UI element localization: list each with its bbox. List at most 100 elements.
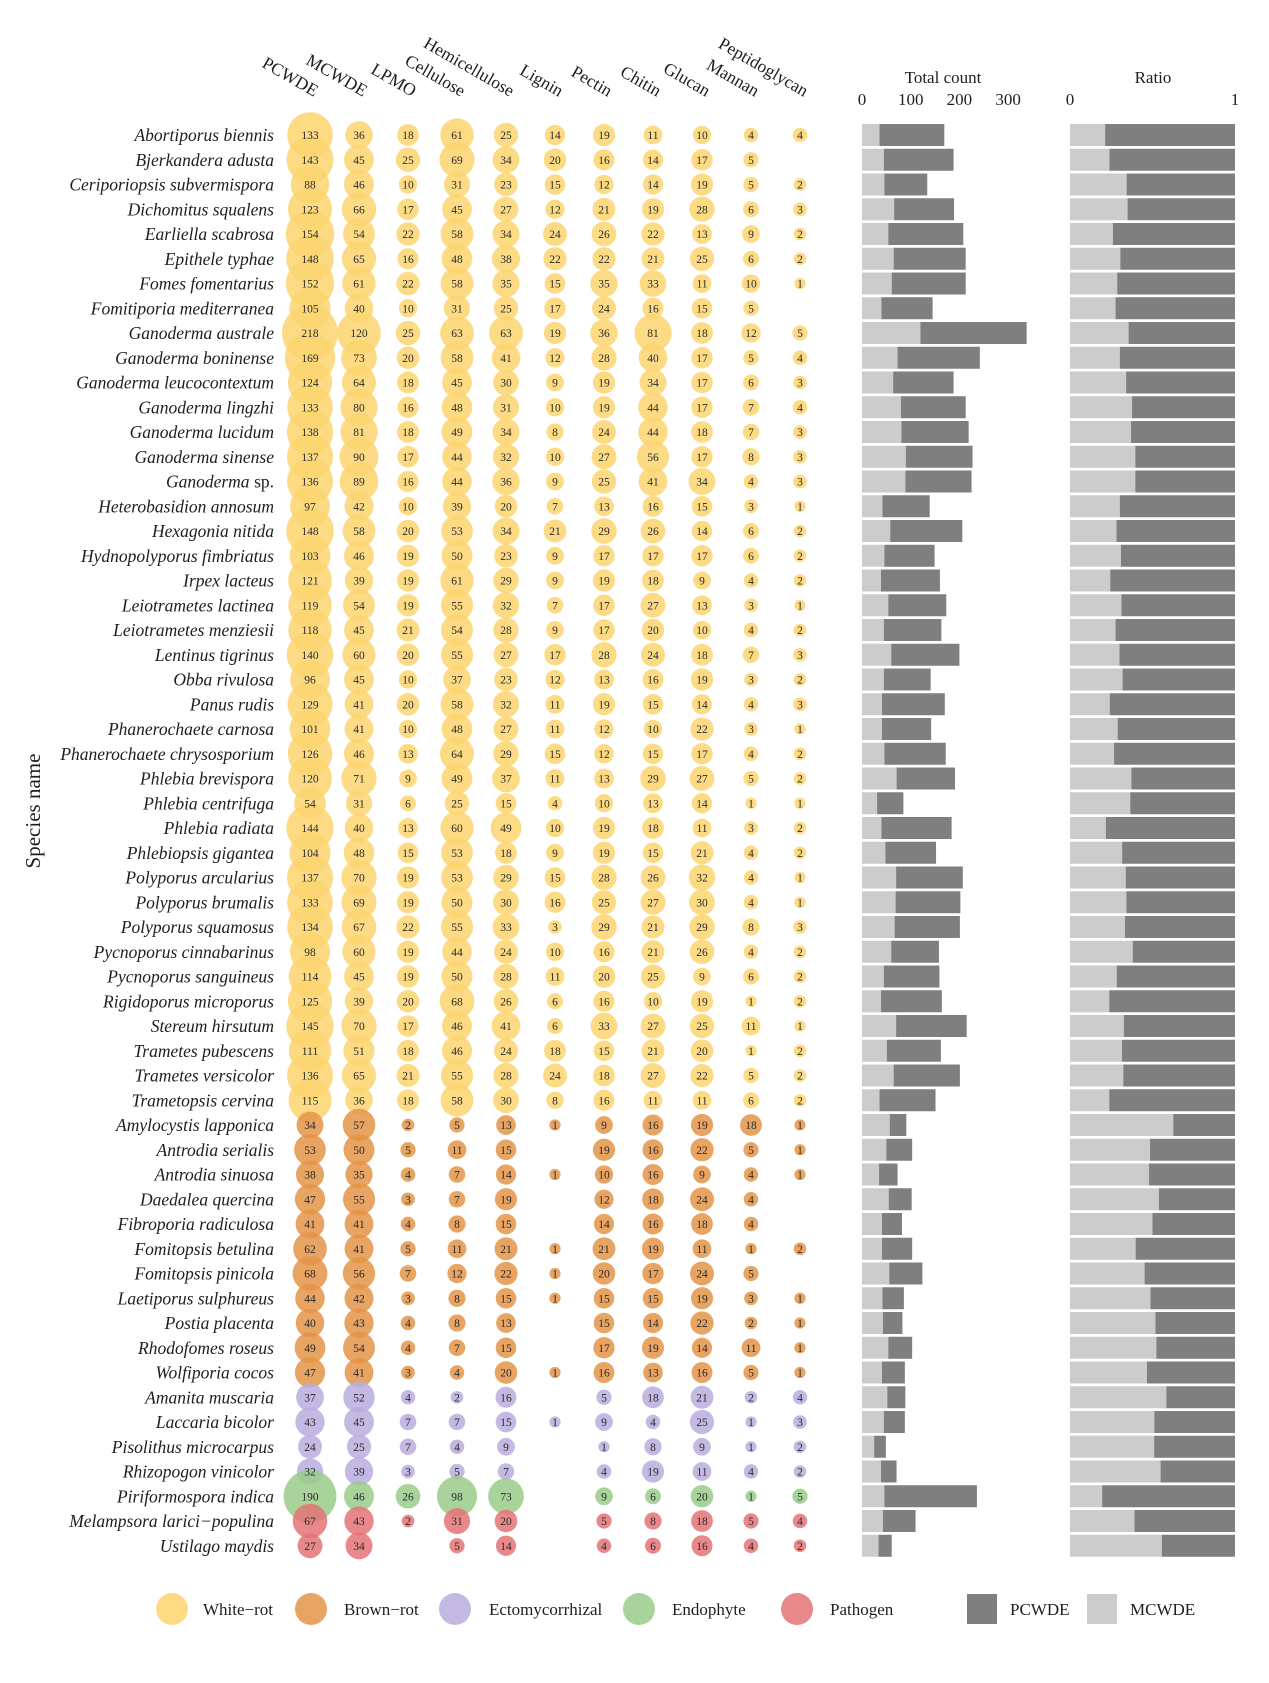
bubble	[398, 743, 418, 764]
bubble-value-label: 13	[647, 1368, 659, 1380]
species-label: Rhodofomes roseus	[137, 1338, 274, 1358]
ratio-bar-pcwde	[1119, 643, 1235, 666]
bubble-value-label: 169	[301, 353, 319, 365]
bubble-value-label: 18	[402, 1046, 414, 1058]
bubble-value-label: 19	[598, 848, 610, 860]
bubble	[440, 736, 474, 771]
ratio-bar-mcwde	[1070, 1188, 1159, 1211]
bubble	[295, 1283, 325, 1314]
bubble-value-label: 18	[647, 576, 659, 588]
bubble-value-label: 9	[552, 551, 558, 563]
bubble	[548, 920, 562, 934]
bubble-value-label: 43	[353, 1516, 365, 1528]
bubble-value-label: 25	[451, 798, 463, 810]
bubble	[634, 314, 672, 352]
bubble	[398, 670, 418, 689]
bubble	[690, 668, 714, 691]
bubble-value-label: 4	[405, 1343, 411, 1355]
bubble	[341, 884, 377, 920]
bubble-value-label: 42	[353, 501, 365, 513]
bubble-value-label: 10	[696, 130, 708, 142]
bubble-value-label: 44	[304, 1293, 316, 1305]
bubble-value-label: 41	[353, 724, 365, 736]
ratio-bar-pcwde	[1119, 346, 1235, 369]
bubble	[642, 149, 664, 170]
bubble	[645, 1488, 661, 1505]
legend: White−rot Brown−rot Ectomycorrhizal Endo…	[156, 1593, 1195, 1625]
ratio-bar-pcwde	[1115, 297, 1235, 320]
bubble	[591, 864, 617, 891]
bubble-value-label: 7	[748, 650, 754, 662]
bubble	[594, 174, 614, 195]
bubble	[744, 821, 758, 835]
bubble-value-label: 3	[748, 1293, 754, 1305]
bubble	[448, 1166, 466, 1183]
species-label: Stereum hirsutum	[151, 1016, 274, 1036]
bubble	[641, 247, 665, 271]
bubble-value-label: 15	[402, 848, 414, 860]
ratio-bar-mcwde	[1070, 1237, 1136, 1260]
bubble-value-label: 4	[748, 1219, 754, 1231]
bubble	[691, 396, 713, 418]
bubble	[743, 474, 759, 489]
total-bar-pcwde	[881, 1213, 902, 1235]
bubble	[690, 1287, 714, 1310]
bubble-value-label: 34	[353, 1541, 365, 1553]
total-bar-pcwde	[894, 198, 955, 221]
bubble	[440, 563, 474, 598]
bubble-value-label: 10	[647, 724, 659, 736]
bubble	[546, 423, 564, 441]
bubble	[743, 1092, 759, 1109]
bubble	[793, 227, 807, 241]
species-label: Ganoderma sp.	[166, 472, 274, 492]
ratio-bar-mcwde	[1070, 1064, 1124, 1087]
bubble	[549, 1119, 561, 1131]
bubble-value-label: 10	[647, 996, 659, 1008]
ratio-bar-pcwde	[1135, 1237, 1235, 1260]
bubble-value-label: 7	[552, 600, 558, 612]
bubble-value-label: 58	[353, 526, 365, 538]
ratio-bar-pcwde	[1135, 470, 1235, 493]
bubble-value-label: 64	[451, 749, 463, 761]
bubble	[345, 121, 373, 149]
bubble-value-label: 16	[696, 1368, 708, 1380]
bubble-value-label: 13	[598, 675, 610, 687]
bubble	[401, 1365, 415, 1380]
ratio-bar-mcwde	[1070, 1262, 1145, 1285]
bubble	[794, 1168, 806, 1181]
bubble-value-label: 18	[500, 848, 512, 860]
bubble-value-label: 27	[647, 600, 659, 612]
bubble-value-label: 50	[451, 972, 463, 984]
total-bar-pcwde	[887, 1386, 906, 1409]
bubble-value-label: 7	[748, 402, 754, 414]
bubble-value-label: 115	[302, 1095, 319, 1107]
bubble	[793, 970, 807, 983]
bubble	[343, 218, 375, 250]
bubble-value-label: 19	[402, 576, 414, 588]
total-bar-pcwde	[880, 569, 940, 592]
bubble-value-label: 60	[353, 650, 365, 662]
total-bar-pcwde	[891, 940, 939, 963]
bubble	[641, 940, 665, 964]
bubble	[440, 589, 474, 622]
bubble-value-label: 4	[748, 130, 754, 142]
ratio-bar-pcwde	[1131, 767, 1235, 790]
bubble	[398, 175, 418, 194]
bubble	[344, 144, 374, 175]
bubble-value-label: 9	[748, 229, 754, 241]
bubble-value-label: 4	[748, 1194, 754, 1206]
bubble	[744, 1316, 758, 1330]
total-bar-mcwde	[862, 1312, 883, 1334]
bubble	[688, 468, 716, 495]
bubble-value-label: 11	[451, 1145, 462, 1157]
bubble-value-label: 1	[797, 279, 803, 291]
bubble-value-label: 19	[500, 1194, 512, 1206]
bubble-value-label: 11	[549, 972, 560, 984]
species-label: Laetiporus sulphureus	[117, 1288, 275, 1308]
bubble	[401, 1514, 415, 1528]
bubble-value-label: 22	[402, 229, 414, 241]
bubble-value-label: 80	[353, 402, 365, 414]
bubble	[494, 1361, 518, 1384]
ratio-bar-pcwde	[1117, 718, 1235, 740]
